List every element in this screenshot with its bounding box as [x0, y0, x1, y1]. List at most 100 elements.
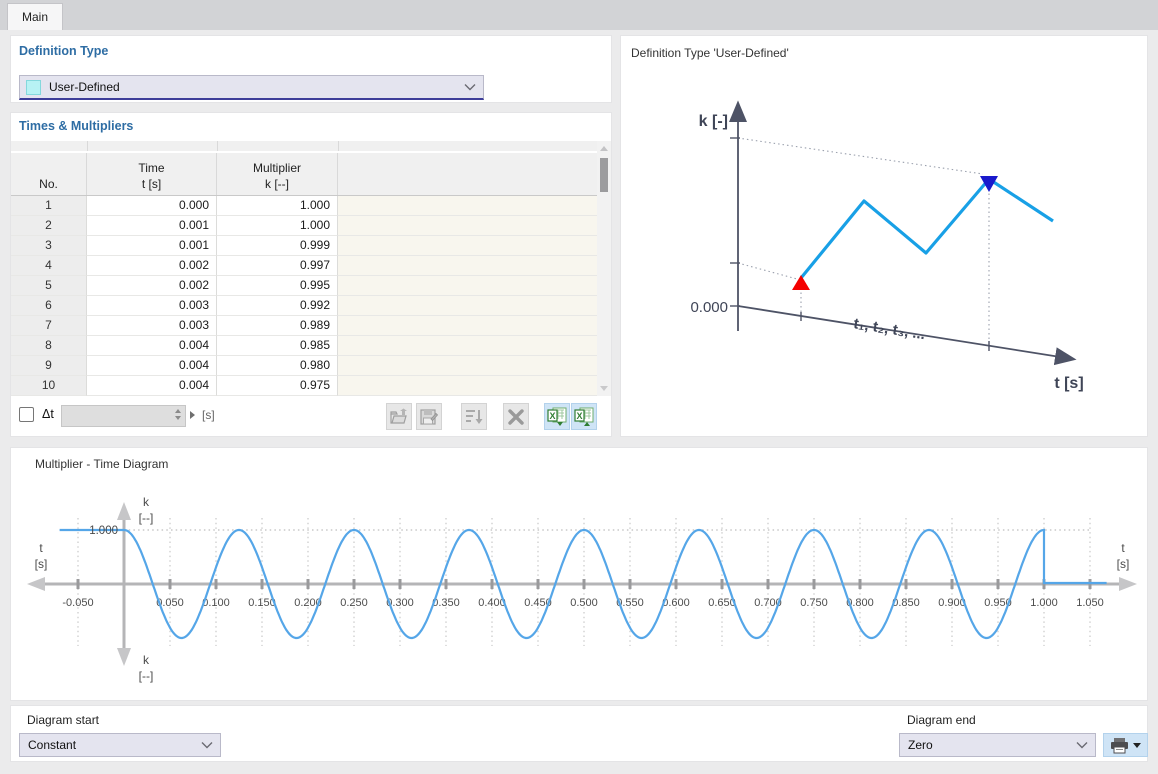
definition-type-select[interactable]: User-Defined [19, 75, 484, 100]
time-cell[interactable]: 0.004 [87, 336, 217, 356]
row-number-cell[interactable]: 9 [11, 356, 87, 376]
svg-text:-0.050: -0.050 [62, 597, 93, 609]
multiplier-cell[interactable]: 0.975 [217, 376, 338, 396]
time-cell[interactable]: 0.002 [87, 276, 217, 296]
table-row: 7 0.003 0.989 [11, 316, 597, 336]
times-multipliers-heading: Times & Multipliers [19, 119, 134, 133]
time-cell[interactable]: 0.000 [87, 196, 217, 216]
svg-text:0.750: 0.750 [800, 597, 828, 609]
delta-t-unit: [s] [202, 408, 215, 422]
axis-arrow-down-icon [117, 648, 131, 666]
k-unit-bottom: [--] [139, 669, 154, 683]
diagram-end-label: Diagram end [907, 713, 976, 727]
table-body: 1 0.000 1.000 2 0.001 1.000 3 0.001 0.999 4 0.002 0… [11, 196, 597, 396]
table-row: 5 0.002 0.995 [11, 276, 597, 296]
start-marker-icon [792, 275, 810, 290]
svg-text:1.000: 1.000 [1030, 597, 1058, 609]
svg-text:X: X [576, 411, 582, 421]
k-label-bottom: k [143, 653, 150, 667]
sort-rows-icon [466, 409, 483, 424]
multiplier-cell[interactable]: 0.995 [217, 276, 338, 296]
svg-text:X: X [549, 411, 555, 421]
multiplier-cell[interactable]: 1.000 [217, 216, 338, 236]
table-toolbar: Δt [s] [11, 403, 613, 433]
row-number-cell[interactable]: 1 [11, 196, 87, 216]
definition-type-value: User-Defined [49, 80, 120, 94]
t-label-right: t [1121, 541, 1125, 555]
save-button[interactable] [416, 403, 442, 430]
multiplier-cell[interactable]: 0.997 [217, 256, 338, 276]
tab-main[interactable]: Main [7, 3, 63, 30]
row-number-cell[interactable]: 3 [11, 236, 87, 256]
multiplier-curve [59, 528, 1107, 640]
svg-text:0.700: 0.700 [754, 597, 782, 609]
col-header-multiplier[interactable]: Multiplier k [--] [217, 153, 338, 195]
row-number-cell[interactable]: 10 [11, 376, 87, 396]
multiplier-cell[interactable]: 0.985 [217, 336, 338, 356]
stepper-arrows-icon[interactable] [175, 409, 181, 420]
time-cell[interactable]: 0.001 [87, 236, 217, 256]
row-number-cell[interactable]: 2 [11, 216, 87, 236]
delta-t-stepper[interactable] [61, 405, 186, 427]
multiplier-cell[interactable]: 0.992 [217, 296, 338, 316]
row-number-cell[interactable]: 7 [11, 316, 87, 336]
diagram-end-select[interactable]: Zero [899, 733, 1096, 757]
multiplier-cell[interactable]: 0.999 [217, 236, 338, 256]
sketch-time-points-label: t₁, t₂, t₃, ... [852, 315, 926, 343]
table-scrollbar[interactable] [597, 141, 611, 396]
scrollbar-thumb[interactable] [600, 158, 608, 192]
multiplier-cell[interactable]: 0.989 [217, 316, 338, 336]
time-cell[interactable]: 0.002 [87, 256, 217, 276]
axis-arrow-up-icon [117, 502, 131, 520]
chevron-down-icon [1076, 738, 1088, 752]
svg-text:0.350: 0.350 [432, 597, 460, 609]
svg-text:1.050: 1.050 [1076, 597, 1104, 609]
col-header-time[interactable]: Time t [s] [87, 153, 217, 195]
excel-export-button[interactable]: X [544, 403, 570, 430]
sketch-origin-label: 0.000 [690, 299, 728, 316]
excel-import-button[interactable]: X [571, 403, 597, 430]
empty-cell [338, 256, 597, 276]
empty-cell [338, 316, 597, 336]
col-header-empty [338, 153, 597, 195]
row-number-cell[interactable]: 6 [11, 296, 87, 316]
empty-cell [338, 376, 597, 396]
axis-arrow-right-icon [1119, 577, 1137, 591]
scroll-up-icon[interactable] [597, 142, 611, 155]
time-cell[interactable]: 0.001 [87, 216, 217, 236]
definition-type-heading: Definition Type [19, 44, 109, 58]
time-cell[interactable]: 0.004 [87, 376, 217, 396]
table-row: 2 0.001 1.000 [11, 216, 597, 236]
row-number-cell[interactable]: 4 [11, 256, 87, 276]
definition-sketch-panel: Definition Type 'User-Defined' k [-] 0.0… [620, 35, 1148, 437]
time-cell[interactable]: 0.004 [87, 356, 217, 376]
delta-t-checkbox[interactable] [19, 407, 34, 422]
sort-rows-button[interactable] [461, 403, 487, 430]
times-multipliers-table: No. Time t [s] Multiplier k [--] 1 0.000 1.0… [11, 141, 611, 396]
delete-rows-button[interactable] [503, 403, 529, 430]
svg-text:0.250: 0.250 [340, 597, 368, 609]
col-header-no[interactable]: No. [11, 153, 87, 195]
delete-icon [508, 408, 524, 425]
row-number-cell[interactable]: 8 [11, 336, 87, 356]
print-button[interactable] [1103, 733, 1148, 757]
diagram-start-select[interactable]: Constant [19, 733, 221, 757]
scroll-down-icon[interactable] [597, 382, 611, 395]
empty-cell [338, 336, 597, 356]
multiplier-cell[interactable]: 1.000 [217, 196, 338, 216]
time-cell[interactable]: 0.003 [87, 296, 217, 316]
table-preheader [11, 141, 597, 151]
svg-text:0.500: 0.500 [570, 597, 598, 609]
save-icon [420, 408, 438, 425]
import-file-button[interactable] [386, 403, 412, 430]
diagram-start-value: Constant [28, 738, 77, 752]
multiplier-cell[interactable]: 0.980 [217, 356, 338, 376]
definition-sketch: k [-] 0.000 t₁, t₂, t₃, ... t [s] [690, 100, 1084, 392]
diagram-end-value: Zero [908, 738, 933, 752]
stepper-expand-icon[interactable] [190, 411, 195, 419]
table-row: 8 0.004 0.985 [11, 336, 597, 356]
svg-text:0.950: 0.950 [984, 597, 1012, 609]
row-number-cell[interactable]: 5 [11, 276, 87, 296]
empty-cell [338, 356, 597, 376]
time-cell[interactable]: 0.003 [87, 316, 217, 336]
